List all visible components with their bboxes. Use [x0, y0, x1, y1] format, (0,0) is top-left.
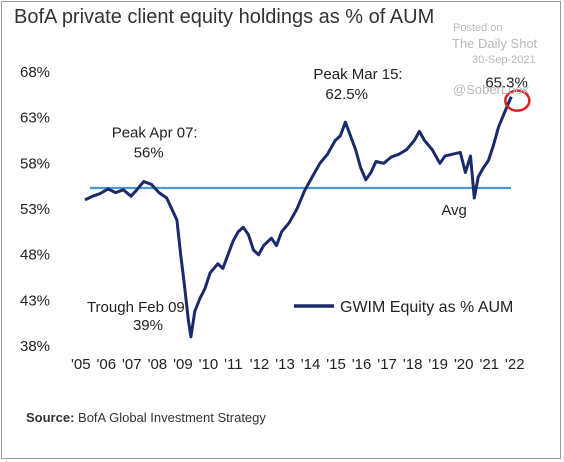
y-tick-label: 68% — [20, 64, 50, 81]
x-tick-label: '14 — [301, 356, 321, 373]
y-axis-ticks: 68% 63% 58% 53% 48% 43% 38% — [20, 64, 50, 355]
highlight-circle — [504, 89, 531, 112]
annotation-label: Peak Mar 15: — [313, 66, 402, 83]
x-tick-label: '06 — [97, 356, 117, 373]
x-tick-label: '07 — [122, 356, 142, 373]
x-tick-label: '19 — [428, 356, 448, 373]
y-tick-label: 48% — [20, 247, 50, 264]
x-tick-label: '21 — [479, 356, 499, 373]
annotations: Peak Apr 07: 56% Trough Feb 09:39% Peak Mar… — [87, 66, 528, 334]
series-line — [84, 96, 513, 339]
x-tick-label: '05 — [71, 356, 91, 373]
x-tick-label: '13 — [275, 356, 295, 373]
y-tick-label: 53% — [20, 201, 50, 218]
x-tick-label: '20 — [454, 356, 474, 373]
annotation-label: Peak Apr 07: — [112, 125, 198, 142]
annotation-label: 65.3% — [485, 75, 528, 92]
annotation-label: 39% — [133, 317, 163, 334]
annotation-label: 62.5% — [325, 86, 368, 103]
source-text: BofA Global Investment Strategy — [74, 410, 266, 425]
x-tick-label: '17 — [377, 356, 397, 373]
y-tick-label: 58% — [20, 155, 50, 172]
x-tick-label: '09 — [173, 356, 193, 373]
annotation-label: 56% — [134, 145, 164, 162]
y-tick-label: 38% — [20, 338, 50, 355]
watermark-posted: Posted on — [453, 22, 503, 34]
legend: GWIM Equity as % AUM — [294, 299, 513, 316]
y-tick-label: 43% — [20, 292, 50, 309]
x-tick-label: '12 — [250, 356, 270, 373]
source-label: Source: — [26, 410, 75, 425]
x-tick-label: '16 — [352, 356, 372, 373]
x-tick-label: '11 — [224, 356, 242, 373]
y-tick-label: 63% — [20, 110, 50, 127]
watermark-handle: @SoberLook — [453, 82, 530, 97]
annotation-label: Trough Feb 09: — [87, 299, 189, 316]
x-tick-label: '18 — [403, 356, 423, 373]
x-axis-ticks: '05 '06 '07 '08 '09 '10 '11 '12 '13 '14 '15 '16 '17 '… — [71, 356, 525, 373]
x-tick-label: '08 — [148, 356, 168, 373]
watermark-date: 30-Sep-2021 — [472, 54, 536, 66]
annotation-label: Avg — [441, 202, 467, 219]
x-tick-label: '22 — [505, 356, 525, 373]
x-tick-label: '15 — [326, 356, 346, 373]
chart-title: BofA private client equity holdings as %… — [14, 6, 435, 28]
source-note: Source: BofA Global Investment Strategy — [26, 410, 266, 425]
x-tick-label: '10 — [199, 356, 219, 373]
legend-label: GWIM Equity as % AUM — [340, 299, 513, 316]
watermark-site: The Daily Shot — [452, 36, 538, 51]
